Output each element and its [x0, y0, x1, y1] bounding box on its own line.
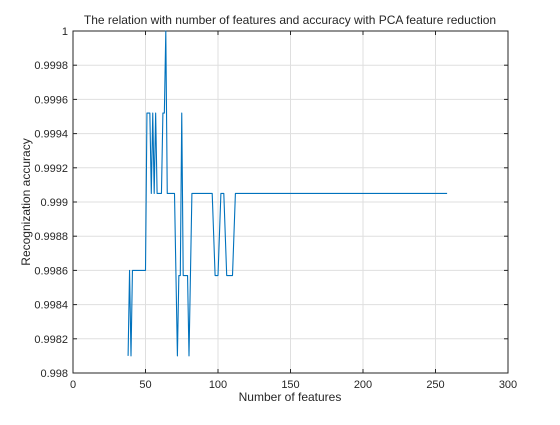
y-tick-label: 0.9994: [34, 129, 68, 141]
y-tick-label: 0.9988: [34, 231, 68, 243]
y-tick-label: 0.9984: [34, 300, 68, 312]
y-tick-label: 0.9982: [34, 334, 68, 346]
y-tick-label: 0.9996: [34, 94, 68, 106]
x-tick-label: 50: [139, 379, 151, 391]
x-axis-label: Number of features: [239, 390, 342, 404]
grid-lines: [72, 30, 509, 374]
x-tick-label: 150: [281, 379, 299, 391]
x-tick-label: 0: [70, 379, 76, 391]
y-tick-label: 0.998: [40, 368, 68, 380]
y-tick-label: 0.9992: [34, 163, 68, 175]
series-layer: [127, 30, 448, 357]
y-tick-label: 0.9998: [34, 60, 68, 72]
y-axis-label: Recognization accuracy: [19, 138, 33, 265]
x-tick-label: 200: [354, 379, 372, 391]
x-tick-label: 250: [426, 379, 444, 391]
chart-title: The relation with number of features and…: [84, 13, 496, 27]
y-tick-label: 0.999: [40, 197, 68, 209]
axis-ticks: 0 50 100 150 200 250 300 0.998 0.9982 0.9984 0.998…: [34, 26, 517, 391]
x-tick-label: 300: [499, 379, 517, 391]
y-tick-label: 0.9986: [34, 265, 68, 277]
series-line: [127, 30, 448, 357]
y-tick-label: 1: [62, 26, 68, 38]
x-tick-label: 100: [209, 379, 227, 391]
